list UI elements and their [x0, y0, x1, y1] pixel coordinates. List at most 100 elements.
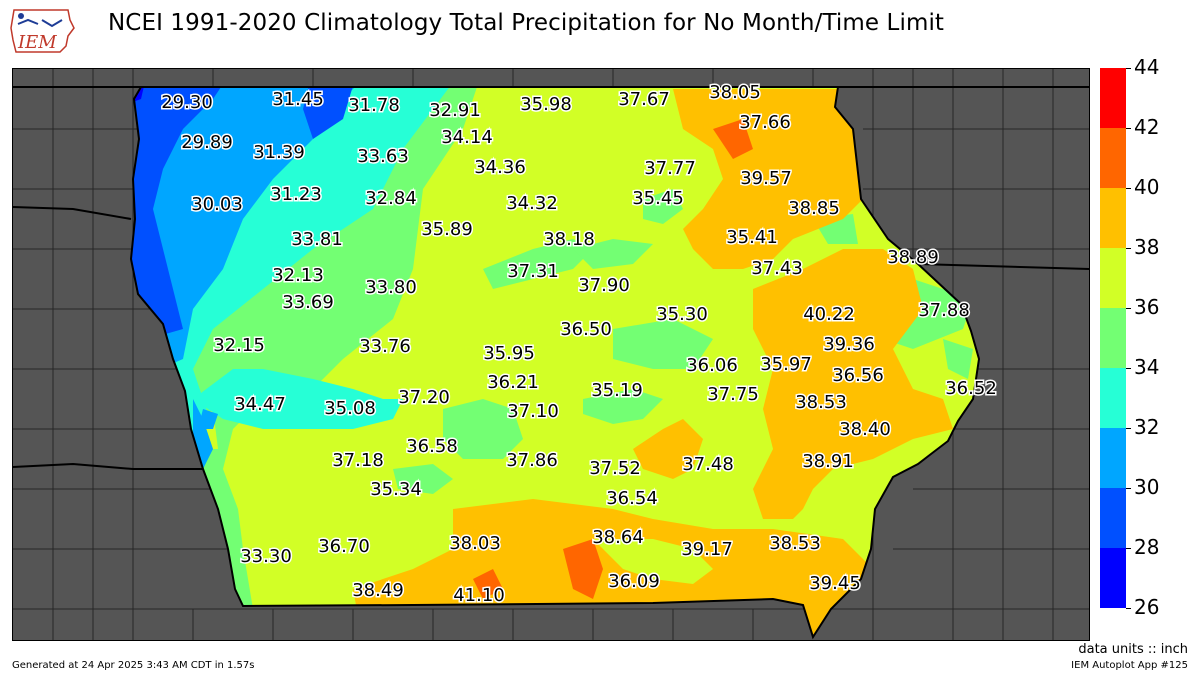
station-value-label: 31.78 [348, 95, 400, 116]
station-value-label: 36.56 [832, 365, 884, 386]
station-value-label: 38.85 [788, 198, 840, 219]
station-value-label: 31.45 [272, 89, 324, 110]
station-value-label: 37.48 [682, 454, 734, 475]
station-value-label: 39.17 [681, 539, 733, 560]
generated-timestamp: Generated at 24 Apr 2025 3:43 AM CDT in … [12, 660, 255, 671]
colorbar-tick [1126, 128, 1131, 129]
station-value-label: 33.30 [240, 546, 292, 567]
county-grid [13, 69, 1089, 640]
station-value-label: 31.39 [253, 142, 305, 163]
station-value-label: 35.08 [324, 398, 376, 419]
colorbar-level-label: 42 [1134, 115, 1160, 139]
station-value-label: 32.84 [365, 188, 417, 209]
colorbar-segment [1100, 188, 1126, 248]
station-value-label: 33.80 [365, 277, 417, 298]
colorbar-tick [1126, 248, 1131, 249]
colorbar-segment [1100, 548, 1126, 608]
colorbar-level-label: 26 [1134, 595, 1160, 619]
colorbar-level-label: 28 [1134, 535, 1160, 559]
station-value-label: 33.63 [357, 146, 409, 167]
colorbar-tick [1126, 68, 1131, 69]
station-value-label: 37.67 [618, 89, 670, 110]
station-value-label: 38.64 [592, 527, 644, 548]
colorbar-segment [1100, 428, 1126, 488]
colorbar-tick [1126, 548, 1131, 549]
colorbar-segment [1100, 368, 1126, 428]
station-value-label: 37.77 [644, 158, 696, 179]
station-value-label: 34.14 [441, 127, 493, 148]
station-value-label: 34.36 [474, 157, 526, 178]
colorbar-tick [1126, 188, 1131, 189]
station-value-label: 30.03 [191, 194, 243, 215]
colorbar-tick [1126, 368, 1131, 369]
station-value-label: 40.22 [803, 304, 855, 325]
station-value-label: 33.76 [359, 336, 411, 357]
station-value-label: 37.10 [507, 401, 559, 422]
station-value-label: 37.31 [507, 261, 559, 282]
station-value-label: 32.13 [272, 265, 324, 286]
station-value-label: 37.88 [918, 300, 970, 321]
station-value-label: 35.41 [726, 227, 778, 248]
station-value-label: 36.06 [686, 355, 738, 376]
station-value-label: 35.98 [520, 94, 572, 115]
station-value-label: 34.32 [506, 193, 558, 214]
precipitation-map: 29.30 31.45 31.78 32.91 35.98 37.67 38.05 29.89… [12, 68, 1090, 641]
station-value-label: 38.53 [795, 392, 847, 413]
station-value-label: 36.50 [560, 319, 612, 340]
station-value-label: 36.52 [945, 378, 997, 399]
station-value-label: 31.23 [270, 184, 322, 205]
station-value-label: 38.89 [887, 247, 939, 268]
colorbar-level-label: 40 [1134, 175, 1160, 199]
colorbar [1100, 68, 1126, 608]
station-value-label: 37.43 [751, 258, 803, 279]
colorbar-level-label: 32 [1134, 415, 1160, 439]
station-value-label: 38.40 [839, 419, 891, 440]
units-label: data units :: inch [1078, 642, 1188, 657]
colorbar-tick [1126, 608, 1131, 609]
station-value-label: 41.10 [453, 585, 505, 606]
station-value-label: 35.45 [632, 188, 684, 209]
colorbar-segment [1100, 68, 1126, 128]
station-value-label: 37.66 [739, 112, 791, 133]
colorbar-segment [1100, 128, 1126, 188]
station-value-label: 36.21 [487, 372, 539, 393]
station-value-label: 39.57 [740, 168, 792, 189]
station-value-label: 38.05 [709, 82, 761, 103]
colorbar-segment [1100, 308, 1126, 368]
station-value-label: 38.18 [543, 229, 595, 250]
colorbar-segment [1100, 488, 1126, 548]
iem-logo: IEM [8, 6, 78, 56]
station-value-label: 33.81 [291, 229, 343, 250]
station-value-label: 29.30 [161, 92, 213, 113]
colorbar-tick [1126, 488, 1131, 489]
station-value-label: 37.20 [398, 387, 450, 408]
station-value-label: 37.86 [506, 450, 558, 471]
autoplot-app-label: IEM Autoplot App #125 [1071, 660, 1188, 671]
station-value-label: 32.15 [213, 335, 265, 356]
station-value-label: 35.89 [421, 219, 473, 240]
station-value-label: 37.75 [707, 384, 759, 405]
station-value-label: 37.18 [332, 450, 384, 471]
station-value-label: 36.58 [406, 436, 458, 457]
logo-text: IEM [17, 32, 57, 53]
colorbar-tick [1126, 428, 1131, 429]
station-value-label: 37.90 [578, 275, 630, 296]
station-value-label: 35.34 [370, 479, 422, 500]
colorbar-level-label: 44 [1134, 55, 1160, 79]
station-value-label: 36.70 [318, 536, 370, 557]
station-value-label: 32.91 [429, 100, 481, 121]
colorbar-level-label: 30 [1134, 475, 1160, 499]
station-value-label: 35.97 [760, 354, 812, 375]
station-value-label: 34.47 [234, 394, 286, 415]
station-value-label: 39.45 [809, 573, 861, 594]
colorbar-level-label: 38 [1134, 235, 1160, 259]
colorbar-level-label: 34 [1134, 355, 1160, 379]
station-value-label: 38.91 [802, 451, 854, 472]
station-value-label: 35.95 [483, 343, 535, 364]
station-value-label: 37.52 [589, 458, 641, 479]
station-value-label: 38.03 [449, 533, 501, 554]
station-value-label: 35.30 [656, 304, 708, 325]
station-value-label: 36.09 [608, 571, 660, 592]
station-value-label: 36.54 [606, 488, 658, 509]
station-value-label: 29.89 [181, 132, 233, 153]
